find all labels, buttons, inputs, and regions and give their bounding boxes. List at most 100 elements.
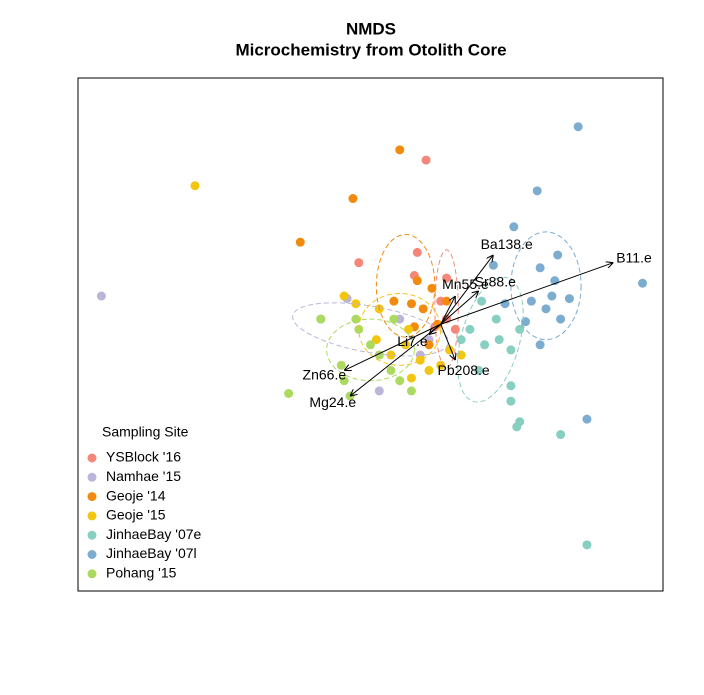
point [526,296,536,306]
legend-title: Sampling Site [102,424,189,440]
point [406,386,416,396]
vector-arrow [440,324,456,360]
point [638,278,648,288]
legend-label: Geoje '14 [106,487,166,503]
point [547,291,557,301]
legend-swatch [87,453,97,463]
point [418,304,428,314]
legend-swatch [87,530,97,540]
legend-label: JinhaeBay '07e [106,526,202,542]
legend-label: Geoje '15 [106,507,166,523]
plot-frame [77,77,664,592]
point [506,381,516,391]
point [564,294,574,304]
group-ellipse [510,231,582,341]
point [316,314,326,324]
point [541,304,551,314]
point [573,122,583,132]
point [553,250,563,260]
vector-arrow [440,255,494,325]
vector-arrow [344,323,441,370]
point [404,324,414,334]
legend-swatch [87,569,97,579]
point [339,291,349,301]
point [535,263,545,273]
point [366,340,375,350]
point [456,335,466,345]
group-ellipse [457,276,524,403]
group-ellipse [375,233,436,338]
point [506,396,516,406]
point [386,365,396,375]
point [406,373,416,383]
legend-swatch [87,511,97,521]
point [488,260,498,270]
point [450,324,460,334]
point [351,299,361,309]
point [556,314,566,324]
point [421,155,431,165]
legend-label: Pohang '15 [106,565,177,581]
point [427,283,437,293]
point [456,350,466,360]
chart-subtitle: Microchemistry from Otolith Core [235,40,506,59]
point [339,376,349,386]
vector-arrow [440,263,614,325]
vector-arrow [350,323,442,396]
legend-swatch [87,550,97,559]
point [515,324,525,334]
vector-label: Li7.e [397,333,428,349]
point [436,360,446,370]
point [509,222,519,232]
point [474,365,484,375]
point [477,296,487,306]
point [386,350,396,360]
point [556,430,566,440]
point [494,335,504,345]
vector-label: Pb208.e [438,362,490,378]
point [480,340,490,350]
legend-swatch [87,492,97,502]
legend-swatch [87,472,97,482]
point [465,324,475,334]
vector-label: Zn66.e [303,366,347,382]
vector-arrow [440,296,456,325]
vector-label: Sr88.e [475,274,516,290]
point [395,145,405,155]
vector-label: Ba138.e [481,236,533,252]
point [389,296,399,306]
legend-label: YSBlock '16 [106,449,181,465]
point [415,355,425,365]
point [506,345,516,355]
legend-label: JinhaeBay '07l [106,545,197,561]
point [351,314,361,324]
point [295,237,305,247]
point [532,186,542,196]
point [500,299,510,309]
point [412,247,422,257]
point [442,296,452,306]
point [491,314,501,324]
point [354,258,364,268]
point [424,340,434,350]
legend-label: Namhae '15 [106,468,181,484]
point [442,273,452,283]
point [96,291,106,301]
point [395,376,405,386]
vector-arrow [440,291,479,325]
point [412,276,422,286]
vector-label: Mg24.e [309,394,356,410]
point [424,365,434,375]
point [406,299,416,309]
vector-label: Mn55.e [442,276,489,292]
point [371,335,381,345]
point [190,181,200,191]
point [582,414,592,424]
vector-label: B11.e [616,249,652,265]
chart-title: NMDS [346,19,396,38]
point [284,388,294,398]
point [582,540,592,550]
point [512,422,522,432]
